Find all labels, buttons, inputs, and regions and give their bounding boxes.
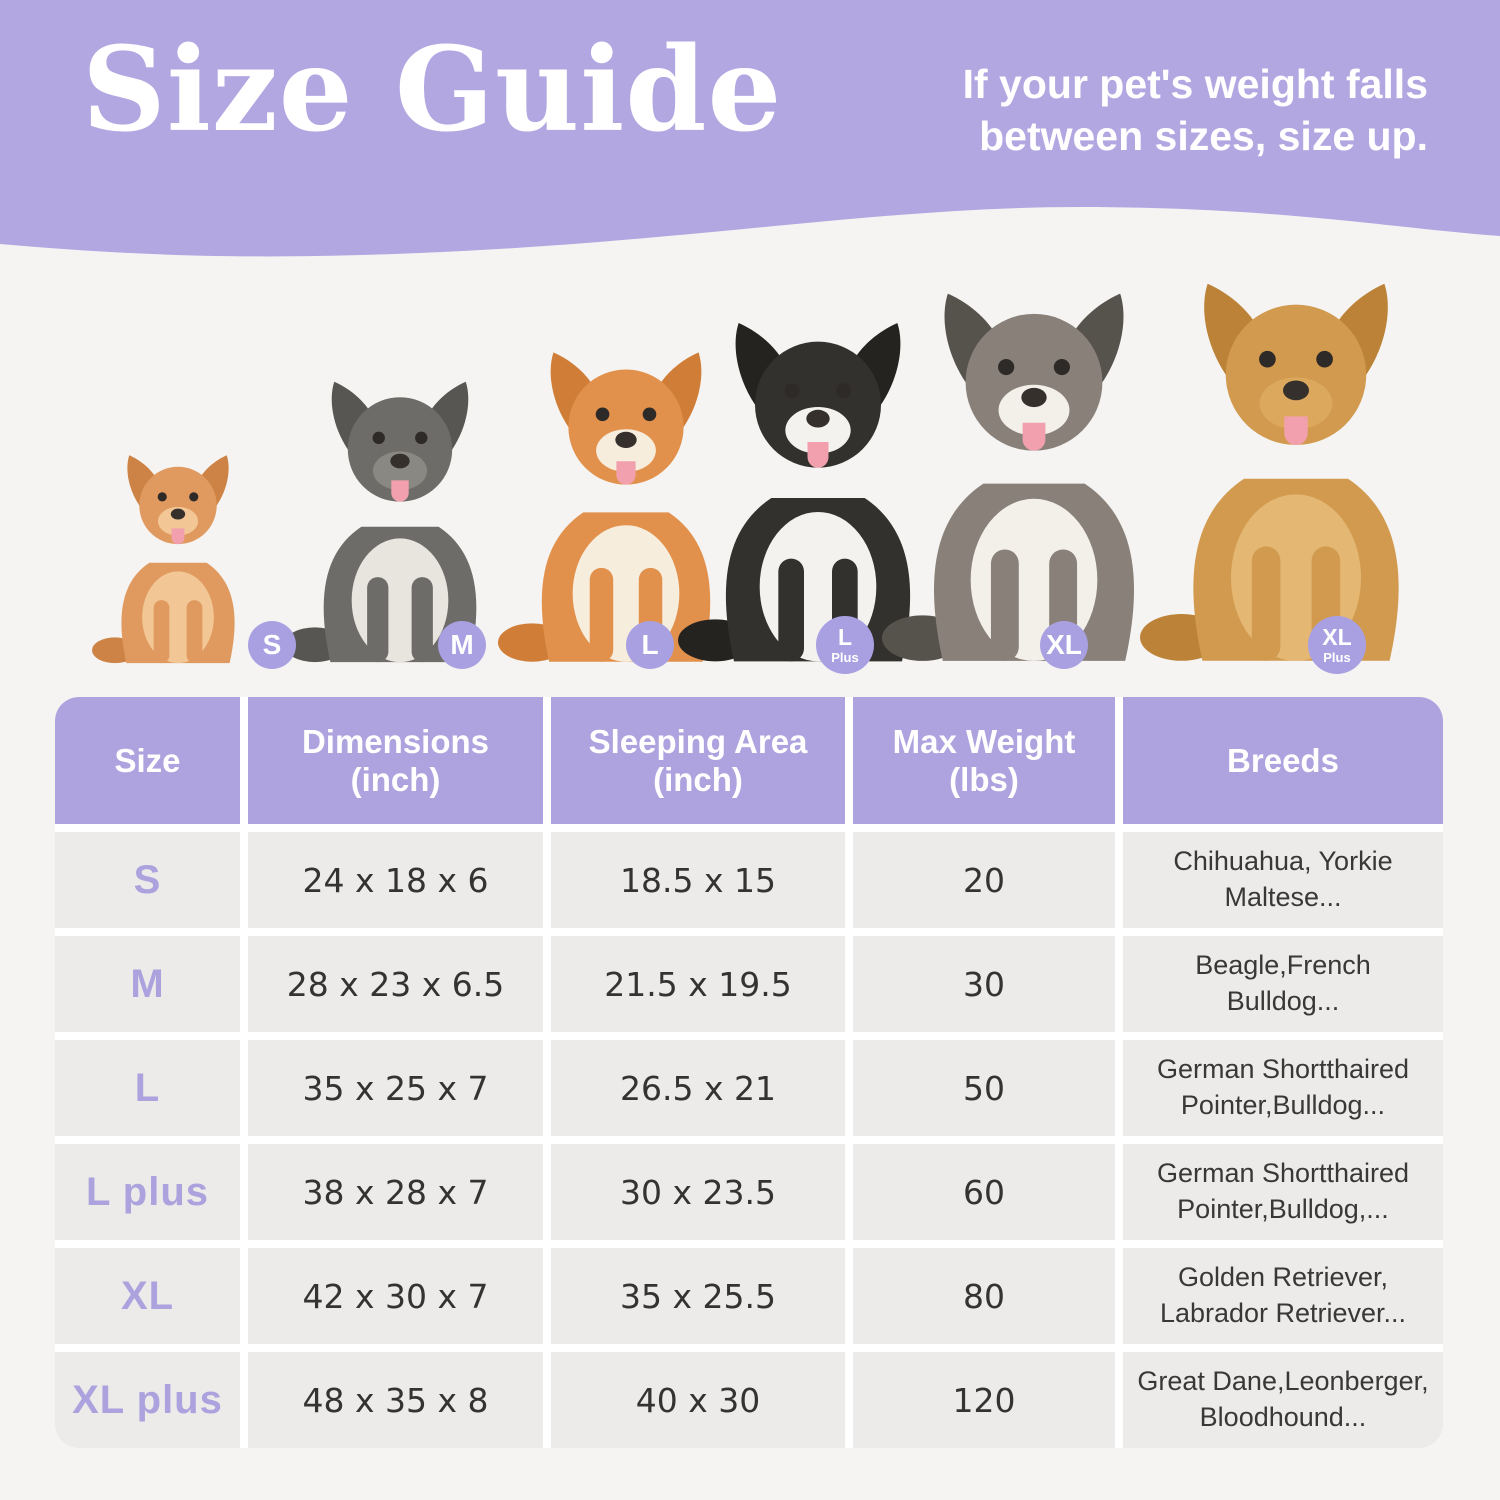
- breeds-cell: Golden Retriever, Labrador Retriever...: [1123, 1248, 1443, 1344]
- size-cell: XL plus: [55, 1352, 240, 1448]
- sizing-note: If your pet's weight falls between sizes…: [963, 58, 1428, 162]
- breeds-cell: German Shortthaired Pointer,Bulldog,...: [1123, 1144, 1443, 1240]
- size-badge-xl-plus: XL Plus: [1308, 616, 1366, 674]
- column-header-sleeping-area: Sleeping Area (inch): [551, 697, 845, 824]
- max-weight-cell: 80: [853, 1248, 1115, 1344]
- size-cell: S: [55, 832, 240, 928]
- size-badge-s: S: [248, 621, 296, 669]
- max-weight-cell: 30: [853, 936, 1115, 1032]
- sleeping-area-cell: 40 x 30: [551, 1352, 845, 1448]
- max-weight-cell: 20: [853, 832, 1115, 928]
- golden-retriever-dog-image: [1140, 276, 1452, 666]
- dimensions-cell: 28 x 23 x 6.5: [248, 936, 543, 1032]
- sleeping-area-cell: 21.5 x 19.5: [551, 936, 845, 1032]
- sleeping-area-cell: 18.5 x 15: [551, 832, 845, 928]
- column-header-size: Size: [55, 697, 240, 824]
- dog-size-lineup: S M L L Plus XL XL Plus: [0, 250, 1500, 674]
- size-guide-table: Size Dimensions (inch) Sleeping Area (in…: [55, 697, 1443, 1448]
- breeds-cell: Chihuahua, Yorkie Maltese...: [1123, 832, 1443, 928]
- max-weight-cell: 60: [853, 1144, 1115, 1240]
- dimensions-cell: 38 x 28 x 7: [248, 1144, 543, 1240]
- breeds-cell: Great Dane,Leonberger, Bloodhound...: [1123, 1352, 1443, 1448]
- breeds-cell: Beagle,French Bulldog...: [1123, 936, 1443, 1032]
- size-badge-m: M: [438, 621, 486, 669]
- sleeping-area-cell: 30 x 23.5: [551, 1144, 845, 1240]
- size-cell: M: [55, 936, 240, 1032]
- header-wave-shape: [0, 0, 1500, 257]
- size-badge-l: L: [626, 621, 674, 669]
- size-badge-l-plus: L Plus: [816, 616, 874, 674]
- max-weight-cell: 50: [853, 1040, 1115, 1136]
- header-wave-background: [0, 0, 1500, 257]
- dimensions-cell: 24 x 18 x 6: [248, 832, 543, 928]
- sleeping-area-cell: 35 x 25.5: [551, 1248, 845, 1344]
- sizing-note-line1: If your pet's weight falls: [962, 61, 1428, 107]
- dimensions-cell: 42 x 30 x 7: [248, 1248, 543, 1344]
- size-badge-xl: XL: [1040, 621, 1088, 669]
- dimensions-cell: 48 x 35 x 8: [248, 1352, 543, 1448]
- breeds-cell: German Shortthaired Pointer,Bulldog...: [1123, 1040, 1443, 1136]
- column-header-breeds: Breeds: [1123, 697, 1443, 824]
- column-header-max-weight: Max Weight (lbs): [853, 697, 1115, 824]
- size-cell: L: [55, 1040, 240, 1136]
- page-title: Size Guide: [82, 22, 783, 158]
- dimensions-cell: 35 x 25 x 7: [248, 1040, 543, 1136]
- sizing-note-line2: between sizes, size up.: [979, 113, 1428, 160]
- column-header-dimensions: Dimensions (inch): [248, 697, 543, 824]
- french-bulldog-dog-image: [284, 376, 516, 666]
- sleeping-area-cell: 26.5 x 21: [551, 1040, 845, 1136]
- size-cell: XL: [55, 1248, 240, 1344]
- max-weight-cell: 120: [853, 1352, 1115, 1448]
- size-cell: L plus: [55, 1144, 240, 1240]
- pomeranian-dog-image: [92, 451, 264, 666]
